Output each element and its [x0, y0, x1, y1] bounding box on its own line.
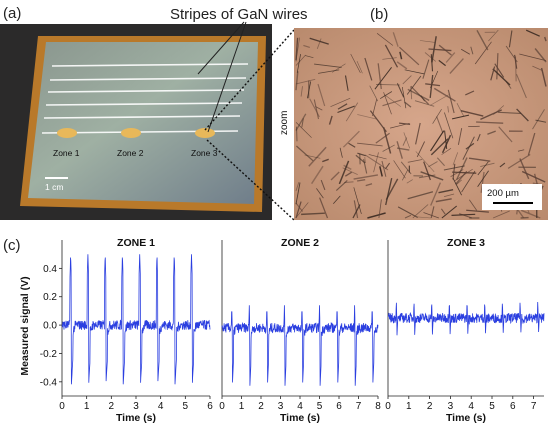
y-tick-label: 0.4 [43, 264, 57, 275]
x-tick-label: 2 [258, 401, 264, 412]
zone-2-marker [121, 128, 141, 138]
x-axis-title: Time (s) [116, 412, 156, 424]
y-tick-label: -0.4 [40, 377, 58, 388]
zone-3-marker [195, 128, 215, 138]
panel-a-label: (a) [3, 5, 21, 22]
x-tick-label: 3 [133, 401, 139, 412]
scalebar-b-box [482, 184, 542, 210]
x-tick-label: 5 [183, 401, 189, 412]
x-tick-label: 2 [109, 401, 115, 412]
x-tick-label: 4 [297, 401, 303, 412]
micrograph-wires [295, 29, 547, 219]
x-tick-label: 3 [278, 401, 284, 412]
signal-trace [221, 305, 379, 386]
x-tick-label: 2 [427, 401, 433, 412]
x-tick-label: 1 [84, 401, 90, 412]
x-axis-title: Time (s) [280, 412, 320, 424]
scalebar-b-label: 200 µm [487, 188, 519, 199]
x-tick-label: 8 [375, 401, 381, 412]
chart-zone-3: ZONE 3 0 1 2 3 4 5 6 7 Time (s) [385, 237, 545, 424]
x-axis-title: Time (s) [446, 412, 486, 424]
zoom-label: zoom [279, 111, 290, 135]
chart-zone-1: ZONE 1 0 1 2 3 4 5 6 Time (s) -0.4 -0.2 0.0 0.2 0.4 [40, 237, 213, 424]
signal-trace [387, 301, 545, 336]
x-tick-label: 4 [468, 401, 474, 412]
zone-1-marker [57, 128, 77, 138]
x-tick-label: 6 [207, 401, 213, 412]
x-tick-label: 0 [59, 401, 65, 412]
panel-b-label: (b) [370, 6, 388, 23]
y-axis-title: Measured signal (V) [19, 276, 31, 375]
x-tick-label: 7 [531, 401, 537, 412]
stripes-annotation: Stripes of GaN wires [170, 6, 308, 23]
x-tick-label: 7 [356, 401, 362, 412]
y-tick-label: 0.2 [43, 292, 57, 303]
zone-3-label: Zone 3 [191, 148, 218, 158]
y-tick-label: 0.0 [43, 321, 57, 332]
x-tick-label: 0 [385, 401, 391, 412]
zone-1-label: Zone 1 [53, 148, 80, 158]
x-tick-label: 5 [317, 401, 323, 412]
chart-title: ZONE 1 [117, 237, 155, 249]
x-tick-label: 6 [510, 401, 516, 412]
panel-a: Zone 1 Zone 2 Zone 3 1 cm (a) Stripes of… [0, 0, 308, 220]
annotation-arrow-2 [207, 21, 247, 133]
x-tick-label: 6 [336, 401, 342, 412]
x-tick-label: 4 [158, 401, 164, 412]
x-tick-label: 0 [219, 401, 225, 412]
annotation-arrow-1 [197, 21, 245, 75]
panel-c-label: (c) [3, 237, 21, 254]
chart-title: ZONE 2 [281, 237, 319, 249]
chart-title: ZONE 3 [447, 237, 485, 249]
chart-zone-2: ZONE 2 0 1 2 3 4 5 6 7 8 Time (s) [219, 237, 381, 424]
signal-trace [61, 254, 211, 385]
y-tick-label: -0.2 [40, 349, 58, 360]
x-tick-label: 1 [239, 401, 245, 412]
x-tick-label: 3 [448, 401, 454, 412]
scalebar-a-label: 1 cm [45, 182, 63, 192]
x-tick-label: 1 [406, 401, 412, 412]
gan-plate [28, 42, 258, 204]
panel-b: (b) 200 µm zoom [279, 6, 548, 220]
x-tick-label: 5 [489, 401, 495, 412]
zone-2-label: Zone 2 [117, 148, 144, 158]
